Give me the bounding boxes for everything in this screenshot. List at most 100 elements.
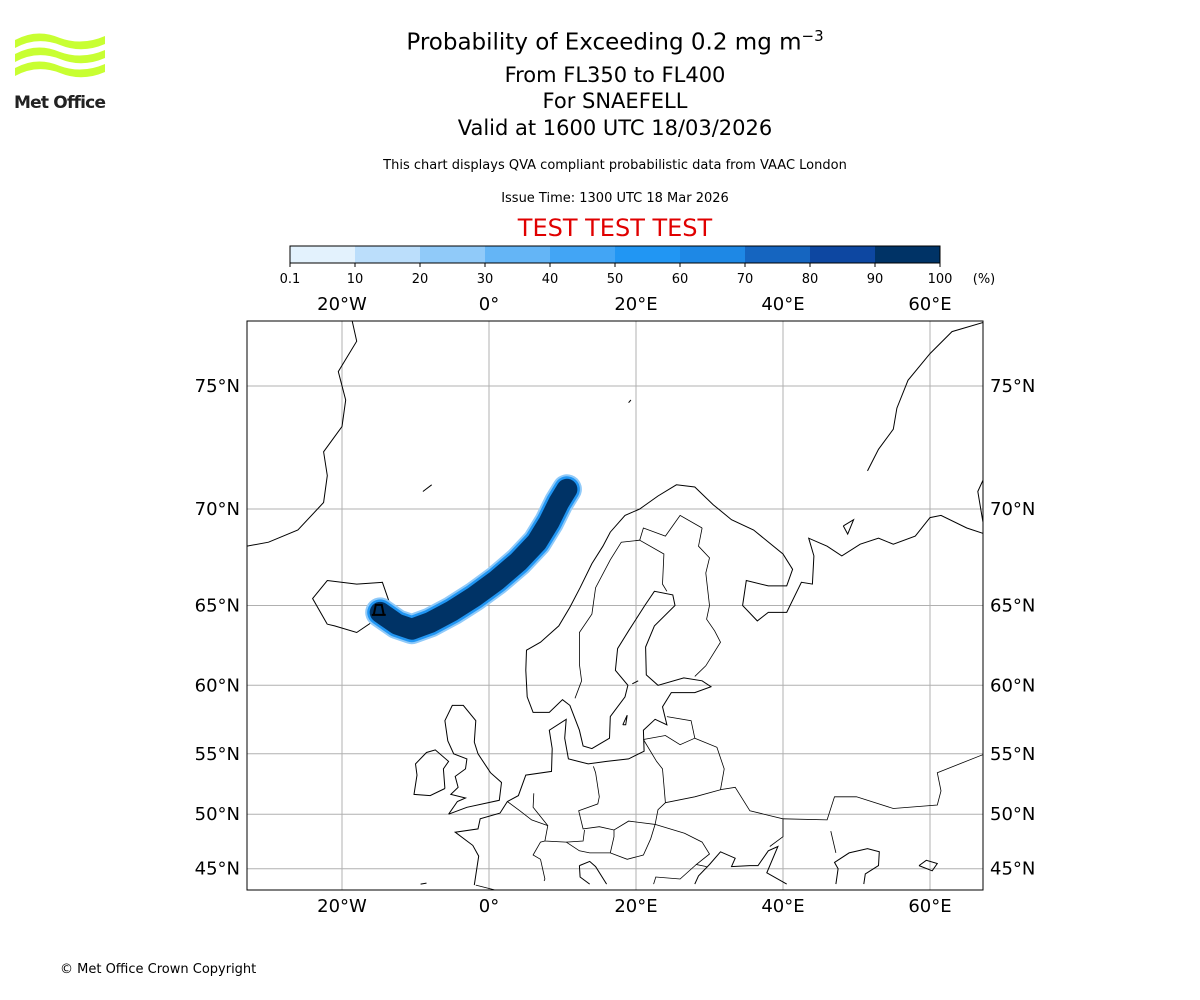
colorbar-tick-label: 80 [802, 272, 819, 287]
colorbar-bin [680, 246, 746, 263]
met-office-logo: Met Office [12, 30, 108, 116]
lon-label-top: 20°W [317, 294, 367, 315]
country-border [532, 793, 585, 843]
svg-text:Met Office: Met Office [14, 93, 105, 112]
lat-label-left: 45°N [195, 859, 240, 880]
colorbar-bin [550, 246, 616, 263]
colorbar-bin [875, 246, 941, 263]
lon-label-bottom: 0° [479, 896, 499, 917]
country-border [665, 789, 721, 804]
colorbar: 0.1 10 20 30 40 50 60 70 80 90 100 (%) [280, 245, 996, 287]
lat-label-left: 70°N [195, 499, 240, 520]
country-border [643, 716, 696, 746]
colorbar-tick-label: 70 [737, 272, 754, 287]
lon-label-top: 60°E [908, 294, 951, 315]
lat-label-left: 65°N [195, 595, 240, 616]
colorbar-tick-label: 10 [347, 272, 364, 287]
coastline-svalbard [577, 305, 614, 318]
colorbar-tick-label: 0.1 [280, 272, 301, 287]
colorbar-bin [290, 246, 356, 263]
country-border [540, 859, 546, 882]
test-banner: TEST TEST TEST [517, 214, 713, 242]
map-content [247, 305, 983, 890]
coastline-yamal [977, 478, 983, 522]
coastline-gulf-of-finland-islands [632, 680, 639, 685]
colorbar-tick-label: 40 [542, 272, 559, 287]
lat-label-left: 60°N [195, 675, 240, 696]
lat-label-right: 65°N [990, 595, 1035, 616]
lon-label-top: 0° [479, 294, 499, 315]
map-frame [246, 320, 984, 891]
volcano-name: For SNAEFELL [542, 89, 688, 113]
country-border [565, 824, 656, 860]
lat-label-left: 75°N [195, 376, 240, 397]
country-border [694, 737, 784, 847]
lon-label-bottom: 60°E [908, 896, 951, 917]
country-border [507, 801, 548, 826]
country-border [532, 840, 545, 860]
colorbar-bin [485, 246, 551, 263]
country-border [574, 539, 640, 699]
lat-label-left: 55°N [195, 744, 240, 765]
lat-label-right: 50°N [990, 804, 1035, 825]
country-border [654, 824, 711, 867]
country-border [782, 754, 983, 821]
issue-time: Issue Time: 1300 UTC 18 Mar 2026 [501, 191, 729, 206]
lon-label-bottom: 20°W [317, 896, 367, 917]
colorbar-tick-label: 20 [412, 272, 429, 287]
country-border [609, 830, 615, 853]
lat-label-right: 55°N [990, 744, 1035, 765]
colorbar-bin [745, 246, 811, 263]
coastline-aral [918, 859, 939, 872]
valid-time: Valid at 1600 UTC 18/03/2026 [457, 116, 773, 140]
lat-label-right: 70°N [990, 499, 1035, 520]
lon-label-top: 20°E [614, 294, 657, 315]
coastline-jan-mayen [422, 484, 433, 492]
coastline-iceland [311, 579, 391, 634]
country-border [578, 739, 666, 831]
colorbar-tick-label: 50 [607, 272, 624, 287]
lat-label-right: 45°N [990, 859, 1035, 880]
lat-label-left: 50°N [195, 804, 240, 825]
colorbar-bin [420, 246, 486, 263]
colorbar-tick-label: 30 [477, 272, 494, 287]
colorbar-bin [615, 246, 681, 263]
subtitle: This chart displays QVA compliant probab… [383, 158, 847, 173]
coastline-ireland [413, 749, 450, 797]
lat-label-right: 75°N [990, 376, 1035, 397]
lon-label-top: 40°E [761, 294, 804, 315]
coastline-greenland [247, 321, 358, 547]
coastline-caspian [833, 848, 880, 885]
coastline-uk [444, 704, 503, 815]
colorbar-tick-label: 90 [867, 272, 884, 287]
lon-label-bottom: 20°E [614, 896, 657, 917]
colorbar-bin [810, 246, 876, 263]
coastline-gotland [622, 714, 628, 726]
coastline-bear-island [628, 399, 632, 404]
coastline-adriatic [579, 860, 608, 885]
map-area [246, 305, 984, 891]
coastline-kolguev [842, 518, 855, 536]
colorbar-tick-label: 60 [672, 272, 689, 287]
country-border [639, 514, 703, 592]
country-border [653, 864, 697, 885]
country-border [830, 831, 837, 853]
colorbar-bin [355, 246, 421, 263]
flight-levels: From FL350 to FL400 [504, 63, 726, 87]
lon-label-bottom: 40°E [761, 896, 804, 917]
volcano-icon [371, 603, 386, 616]
colorbar-unit: (%) [973, 272, 996, 287]
ash-plume [369, 478, 578, 640]
axis-labels: 20°W 20°W 0° 0° 20°E 20°E 40°E 40°E 60°E 60°E 75°N… [195, 294, 1036, 917]
colorbar-tick-label: 100 [928, 272, 953, 287]
coastline-italy [578, 865, 590, 885]
chart-title: Probability of Exceeding 0.2 mg m−3 [406, 27, 824, 56]
coastline-black-sea [694, 845, 787, 885]
coastline-novaya-zemlya [867, 321, 983, 472]
coastline-iberia [420, 882, 427, 885]
lat-label-right: 60°N [990, 675, 1035, 696]
copyright: © Met Office Crown Copyright [60, 962, 257, 977]
coastline-europe [453, 484, 983, 886]
country-border [694, 527, 721, 677]
